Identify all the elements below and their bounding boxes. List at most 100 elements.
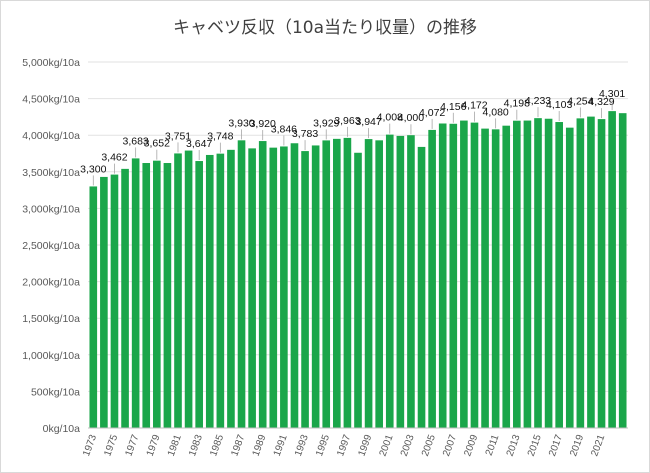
bar-1978 [142,163,151,429]
x-tick-label: 1997 [335,433,353,458]
x-tick-label: 2017 [547,433,565,458]
x-axis-ticks: 1973 1975 1977 1979 1981 1983 1985 1987 1989 1991… [81,433,607,458]
bar-1993 [301,151,309,428]
bar-2021 [597,119,606,428]
bar-1995 [322,140,331,428]
data-label: 4,072 [419,107,445,119]
data-label: 4,329 [588,96,614,108]
x-tick-label: 1981 [166,433,184,458]
data-label: 3,846 [271,123,297,135]
bar-1987 [237,140,246,428]
data-label: 3,462 [101,152,127,164]
bar-2018 [565,127,574,428]
x-tick-label: 1973 [81,433,99,458]
x-tick-label: 2013 [505,433,523,458]
bars [89,111,627,429]
data-label: 3,930 [228,117,254,129]
y-tick-label: 1,000kg/10a [22,350,80,362]
y-tick-label: 500kg/10a [31,386,80,398]
data-label: 3,783 [292,128,318,140]
data-label: 3,920 [250,118,276,130]
x-tick-label: 2019 [568,433,586,458]
data-label: 4,254 [567,95,593,107]
y-tick-label: 4,500kg/10a [22,94,80,106]
bar-2012 [502,125,511,429]
bar-1973 [89,186,98,428]
x-tick-label: 1991 [272,433,290,458]
data-label: 4,000 [398,112,424,124]
x-tick-label: 2011 [484,433,502,457]
bar-1974 [100,176,108,428]
bar-1985 [216,153,225,428]
bar-1986 [227,149,235,428]
y-tick-label: 0kg/10a [43,423,81,435]
bar-2006 [438,123,447,428]
data-label: 4,198 [504,98,530,110]
bar-undefined [618,113,627,428]
bar-2008 [460,120,468,428]
y-tick-label: 4,000kg/10a [22,130,80,142]
x-tick-label: 1979 [145,433,163,458]
bar-2020 [587,116,595,428]
data-label: 3,683 [123,135,149,147]
data-label: 3,929 [313,117,339,129]
bar-2019 [576,118,585,428]
x-tick-label: 1983 [187,433,205,458]
bar-1999 [364,139,373,429]
x-tick-label: 2009 [462,433,480,458]
data-label: 4,008 [377,112,403,124]
bar-1983 [195,161,203,428]
bar-1996 [333,138,341,429]
x-tick-label: 2007 [441,433,459,458]
bar-1982 [184,150,193,428]
data-label: 4,156 [440,101,466,113]
x-tick-label: 2001 [378,433,396,458]
bar-1990 [269,147,278,429]
y-tick-label: 3,500kg/10a [22,167,80,179]
data-label: 4,103 [546,99,572,111]
x-tick-label: 1993 [293,433,311,458]
bar-1980 [163,163,172,429]
y-tick-label: 3,000kg/10a [22,203,80,215]
x-tick-label: 2015 [526,433,544,458]
bar-1989 [258,141,267,428]
y-tick-label: 2,500kg/10a [22,240,80,252]
bar-2002 [396,135,405,428]
bar-2001 [385,134,394,429]
bar-2009 [470,122,479,429]
bar-2010 [481,128,489,428]
bar-2003 [407,135,415,428]
bar-2022 [608,111,616,429]
bar-1994 [311,145,320,428]
x-tick-label: 1999 [356,433,374,458]
y-axis-ticks: 0kg/10a 500kg/10a 1,000kg/10a 1,500kg/10a 2,… [22,57,80,435]
bar-1988 [248,148,256,428]
bar-2004 [417,146,426,429]
bar-1976 [121,168,129,428]
bar-1991 [280,146,288,429]
bar-2017 [555,122,563,429]
bar-1997 [343,137,352,429]
y-tick-label: 1,500kg/10a [22,313,80,325]
x-tick-label: 2021 [589,433,607,458]
bar-2013 [513,120,521,429]
x-tick-label: 1987 [229,433,247,458]
data-label: 4,301 [599,88,625,100]
bar-2000 [375,140,383,428]
x-tick-label: 1985 [208,433,226,458]
bar-1981 [174,153,182,428]
data-label: 4,233 [525,95,551,107]
bar-2015 [534,118,542,428]
bar-1992 [290,143,299,428]
bar-2016 [544,118,553,428]
bar-2005 [428,129,436,428]
bar-1977 [131,158,140,428]
x-tick-label: 1975 [102,433,120,458]
data-label: 3,300 [80,163,106,175]
data-label: 3,652 [144,138,170,150]
data-label: 3,963 [334,115,360,127]
bar-1998 [354,152,362,428]
bar-2011 [491,129,500,428]
